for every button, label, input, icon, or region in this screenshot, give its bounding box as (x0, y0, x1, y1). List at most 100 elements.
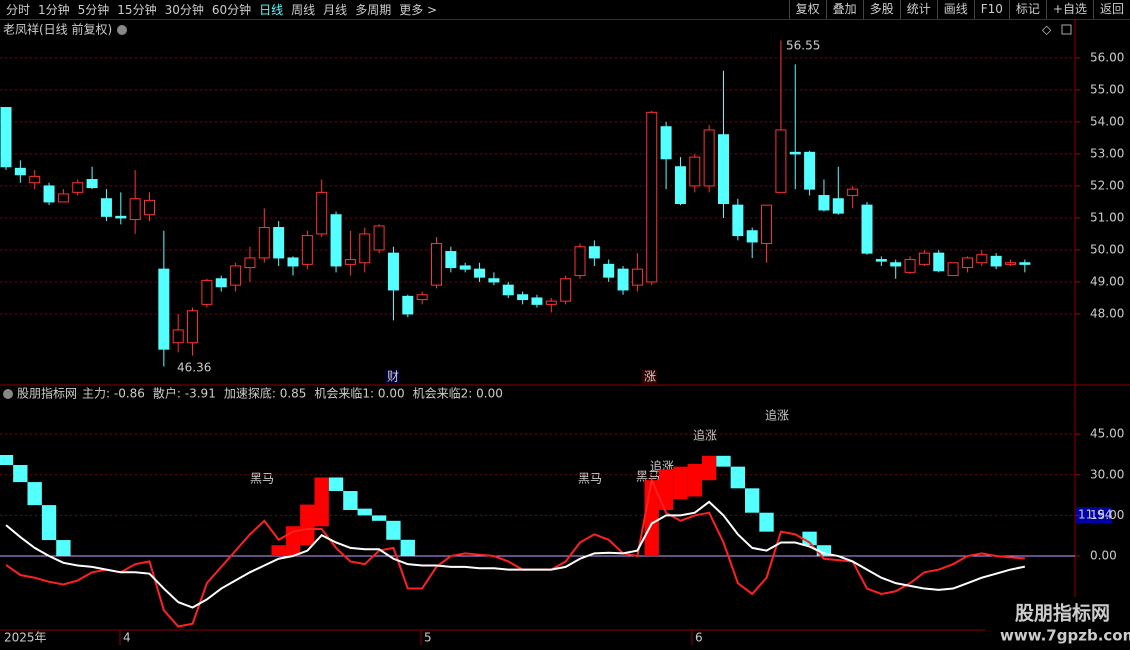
candle-body (431, 243, 442, 286)
toolbar-button[interactable]: 30分钟 (164, 3, 204, 17)
block (687, 463, 702, 497)
candle-body (1019, 262, 1031, 265)
y-tick-label: 30.00 (1090, 467, 1124, 481)
candle-body (904, 259, 916, 273)
candle-body (172, 329, 184, 344)
candle-body (330, 214, 342, 267)
toolbar-button[interactable]: 多股 (862, 0, 900, 19)
candle-body (273, 227, 285, 259)
toolbar-button[interactable]: 叠加 (825, 0, 863, 19)
candle-body (488, 278, 500, 283)
candle-body (718, 134, 729, 205)
toolbar-button[interactable]: 周线 (291, 3, 316, 17)
event: 财 (387, 370, 399, 384)
candle-body (961, 257, 973, 269)
y-tick-label: 51.00 (1090, 210, 1124, 224)
event-box (642, 370, 657, 384)
candle-body (918, 252, 930, 265)
min-label: 46.36 (177, 361, 211, 375)
candle-body (445, 251, 457, 269)
menu-icon[interactable] (3, 389, 13, 399)
candle-body (115, 215, 127, 219)
y-tick-label: 50.00 (1090, 242, 1124, 256)
block (41, 505, 57, 541)
readout: 主力: -0.86 (82, 387, 145, 401)
candle-body (861, 204, 873, 254)
watermark-box (985, 597, 1130, 650)
block (802, 531, 817, 546)
signal: 追涨 (765, 408, 789, 423)
candle-body (703, 129, 715, 187)
candle-body (215, 278, 227, 288)
y-tick-label: 55.00 (1090, 82, 1124, 96)
readout: 机会来临2: 0.00 (413, 387, 503, 401)
block (27, 482, 42, 506)
toolbar-button[interactable]: 更多 > (399, 3, 438, 17)
candle-body (344, 259, 356, 265)
event-box (385, 370, 400, 384)
readout: 机会来临1: 0.00 (314, 387, 404, 401)
candle-body (761, 204, 773, 245)
block (745, 488, 760, 513)
block (328, 477, 344, 492)
candle-body (244, 257, 256, 269)
toolbar-button[interactable]: 日线 (259, 3, 284, 17)
event: 涨 (644, 369, 656, 384)
toolbar-button[interactable]: 统计 (899, 0, 937, 19)
block (701, 455, 717, 481)
candle-body (230, 265, 242, 286)
candle-body (316, 191, 328, 235)
icon[interactable]: ◇ (1042, 23, 1052, 37)
candle-body (732, 204, 744, 237)
watermark-title: 股朋指标网 (1015, 603, 1110, 625)
candle-body (775, 129, 787, 193)
y-tick-label: 52.00 (1090, 178, 1124, 192)
toolbar-button[interactable]: F10 (973, 0, 1009, 19)
block (400, 539, 415, 557)
candle-body (201, 279, 213, 305)
candle-body (560, 278, 572, 302)
toolbar-button[interactable]: +自选 (1045, 0, 1093, 19)
candle-body (72, 182, 84, 193)
candle-body (631, 268, 643, 286)
x-label: 2025年 (4, 631, 47, 645)
candle-body (459, 265, 471, 270)
y-tick-label: 15.00 (1090, 508, 1124, 522)
signal: 黑马 (578, 472, 602, 486)
toolbar-button[interactable]: 返回 (1092, 0, 1130, 19)
toolbar-button[interactable]: 分时 (6, 3, 31, 17)
toolbar-button[interactable]: 复权 (788, 0, 826, 19)
block (371, 515, 387, 521)
candle-body (373, 225, 385, 251)
candle-body (129, 198, 141, 221)
candle-body (187, 310, 199, 344)
candle-body (531, 297, 543, 305)
candle-body (674, 166, 686, 205)
candle-body (588, 246, 600, 259)
candle-body (287, 257, 299, 267)
candle-body (947, 262, 959, 277)
toolbar-button[interactable]: 5分钟 (77, 3, 110, 17)
toolbar-button[interactable]: 60分钟 (211, 3, 252, 17)
menu-icon[interactable] (117, 25, 127, 35)
toolbar-button[interactable]: 1分钟 (38, 3, 70, 17)
candle-body (258, 227, 270, 259)
toolbar-button[interactable]: 多周期 (355, 3, 392, 17)
icon[interactable] (1061, 24, 1072, 35)
y-tick-label: 48.00 (1090, 306, 1124, 320)
toolbar-button[interactable]: 月线 (323, 3, 348, 17)
candle-body (86, 179, 98, 189)
readout: 加速探底: 0.85 (224, 386, 307, 401)
toolbar-button[interactable]: 画线 (936, 0, 974, 19)
readout: 散户: -3.91 (153, 386, 216, 401)
candle-body (804, 151, 816, 190)
cursor-box (1076, 507, 1112, 523)
toolbar-button[interactable]: 15分钟 (117, 3, 157, 17)
candle-body (818, 195, 830, 211)
y-tick-label: 56.00 (1090, 50, 1124, 64)
toolbar-button[interactable]: 标记 (1008, 0, 1046, 19)
block (673, 466, 688, 500)
candle-body (14, 167, 26, 176)
indicator-name: 股朋指标网 (17, 386, 77, 401)
